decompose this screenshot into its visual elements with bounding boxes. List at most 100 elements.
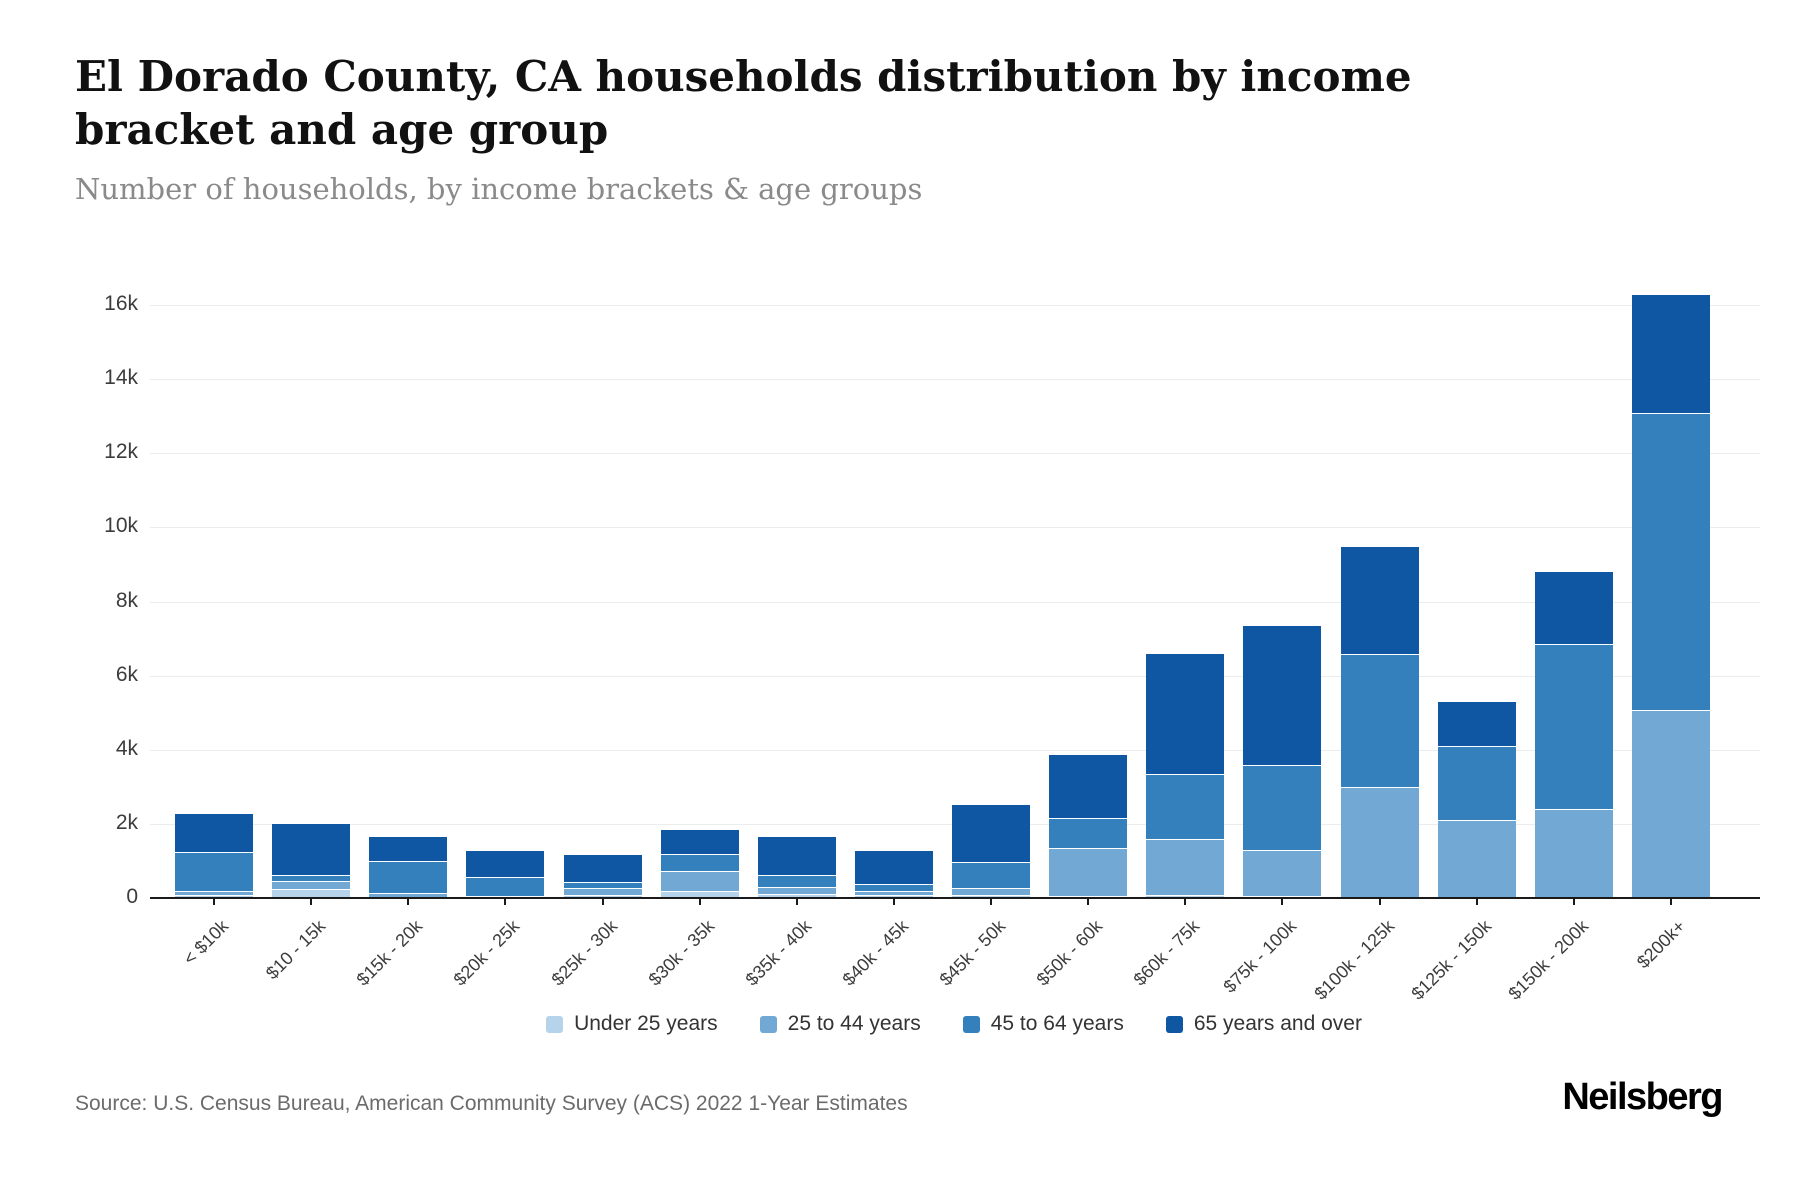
segment-separator [757,893,836,896]
y-tick-label: 0 [126,885,138,908]
segment-separator [272,888,351,891]
segment-separator [1340,653,1419,656]
bar-segment [175,814,253,853]
bar-segment [1243,849,1322,897]
tick-mark [213,899,215,905]
bar-segment [1534,644,1613,810]
bar-segment [1631,709,1710,898]
segment-separator [757,886,836,889]
bar-segment [1534,809,1613,898]
bar-segment [1631,413,1710,710]
bar [1631,295,1710,898]
bar-segment [175,890,253,896]
legend-item: Under 25 years [546,1012,718,1036]
tick-mark [310,899,313,905]
gridline [150,601,1760,603]
legend-swatch [962,1015,980,1033]
segment-separator [1243,895,1322,898]
bar-segment [272,880,351,890]
x-tick-label: $45k - 50k [935,916,1010,990]
tick-mark [990,899,993,905]
bar-segment [660,870,739,891]
tick-mark [1281,899,1284,905]
legend-item: 65 years and over [1165,1012,1362,1036]
legend-label: 45 to 64 years [990,1012,1124,1035]
x-tick-label: $125k - 150k [1407,916,1495,1004]
chart-subtitle: Number of households, by income brackets… [75,172,923,206]
bar-segment [757,837,836,876]
segment-separator [660,889,739,892]
bar-segment [757,887,836,895]
x-tick-label: $150k - 200k [1504,916,1592,1004]
segment-separator [1631,708,1710,711]
bar-segment [272,889,351,898]
tick-mark [1572,899,1575,905]
bar-segment [660,853,739,871]
chart-title: El Dorado County, CA households distribu… [75,52,1412,154]
y-tick-label: 2k [115,810,138,834]
segment-separator [1340,785,1419,788]
bar-segment [1146,895,1225,898]
gridline [150,527,1760,529]
bar [466,851,545,898]
x-axis-line [150,897,1760,899]
bar-segment [952,862,1031,888]
source-note: Source: U.S. Census Bureau, American Com… [75,1092,908,1115]
bar-segment [1049,895,1128,898]
tick-mark [892,899,895,905]
bar-segment [369,836,448,861]
y-tick-label: 6k [115,662,138,686]
x-tick-label: $20k - 25k [449,916,524,990]
bar-segment [1340,654,1419,787]
y-tick-label: 10k [104,514,138,538]
bar-segment [1243,625,1322,765]
bar-segment [1534,571,1613,645]
segment-separator [369,892,448,895]
gridline [150,453,1760,455]
x-tick-label: $30k - 35k [644,916,718,990]
legend-item: 45 to 64 years [962,1012,1124,1036]
legend-swatch [1165,1015,1183,1033]
bar-segment [757,894,836,898]
bar-segment [563,895,642,898]
bar-segment [757,875,836,888]
bar [854,851,933,898]
bar-segment [466,851,545,877]
tick-mark [407,899,410,905]
bar-segment [1146,839,1225,896]
segment-separator [175,851,253,854]
bar-segment [1437,701,1516,746]
legend-swatch [759,1015,777,1033]
bar-segment [369,893,448,897]
bar [1534,571,1613,898]
legend: Under 25 years 25 to 44 years 45 to 64 yea… [150,1012,1758,1036]
x-tick-label: $10 - 15k [262,916,330,984]
segment-separator [1243,763,1322,766]
bar [272,824,351,898]
tick-mark [1087,899,1090,905]
segment-separator [1049,816,1128,819]
brand-logo: Neilsberg [1562,1076,1723,1118]
legend-label: 65 years and over [1193,1012,1362,1035]
segment-separator [1631,412,1710,415]
segment-separator [854,893,933,896]
segment-separator [1534,808,1613,811]
segment-separator [272,879,351,882]
bar-segment [563,855,642,883]
y-tick-label: 16k [104,292,138,315]
bar [1243,625,1322,898]
segment-separator [854,889,933,892]
gridline [150,379,1760,381]
segment-separator [1437,818,1516,821]
bar-segment [466,876,545,896]
bar-segment [466,895,545,898]
bar-segment [1437,745,1516,820]
tick-mark [601,899,604,905]
segment-separator [1146,838,1225,841]
bar [369,836,448,898]
segment-separator [952,861,1031,864]
segment-separator [854,882,933,885]
bar-segment [1437,819,1516,898]
bar [175,814,253,898]
